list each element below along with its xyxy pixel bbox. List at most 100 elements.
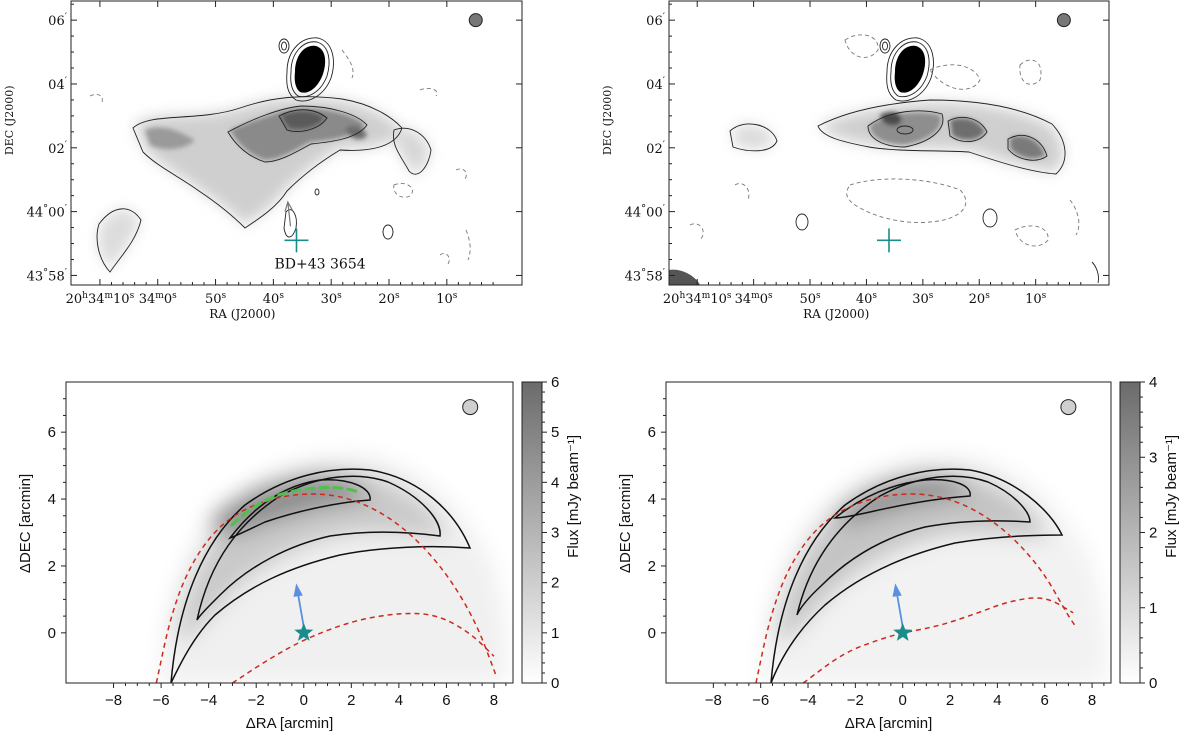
y-tick-label: 0 [48,625,56,642]
y-tick-label: 0 [648,625,656,642]
bottom-right-outer-bow-dashed [755,493,1077,684]
x-tick-label: 8 [490,692,498,709]
x-tick-label: 2 [347,692,355,709]
x-tick-label: −6 [153,692,170,709]
top-right-ylabel: DEC (J2000) [601,85,614,155]
top-right-panel: 20h34m10s 34m0s 50s 40s 30s 20s 10s 06′ 04′ 02′ 44… [601,0,1110,321]
x-tick-label: 34m0s [139,291,177,307]
top-right-ticks: 20h34m10s 34m0s 50s 40s 30s 20s 10s 06′ 04′ 02′ 44… [625,1,1109,307]
x-tick-label: 40s [856,291,878,307]
bottom-left-colorbar-label: Flux [mJy beam⁻¹] [565,435,582,558]
x-tick-label: −4 [200,692,217,709]
bottom-right-xlabel: ΔRA [arcmin] [845,715,933,732]
bottom-left-ylabel: ΔDEC [arcmin] [17,474,34,573]
x-tick-label: 4 [993,692,1001,709]
x-tick-label: 34m0s [735,291,773,307]
y-tick-label: 02′ [48,139,68,157]
x-tick-label: −8 [105,692,122,709]
colorbar-tick-label: 3 [1149,449,1157,466]
y-tick-label: 6 [48,424,56,441]
x-tick-label: 30s [321,291,343,307]
colorbar-tick-label: 1 [551,625,559,642]
bottom-left-image [66,382,513,683]
bottom-left-ticks: −8 −6 −4 −2 0 2 4 6 8 0 2 4 6 [48,398,507,709]
top-right-beam [1056,13,1071,28]
bottom-right-image [666,382,1111,683]
bottom-left-outer-bow-dashed [155,493,498,684]
bottom-right-colorbar-ticks: 0 1 2 3 4 [1140,374,1157,692]
colorbar-tick-label: 4 [1149,374,1157,391]
bottom-left-beam [462,399,479,416]
colorbar-tick-label: 0 [551,675,559,692]
bottom-right-inner-dashed [802,597,1074,684]
x-tick-label: 20s [969,291,991,307]
x-tick-label: 40s [263,291,285,307]
bottom-left-xlabel: ΔRA [arcmin] [246,715,334,732]
bottom-left-green-dashed [230,486,360,527]
top-left-ticks: 20h34m10s 34m0s 50s 40s 30s 20s 10s 06′ 04′ 02′ 44… [27,1,522,307]
top-left-beam [468,13,483,28]
colorbar-tick-label: 5 [551,424,559,441]
x-tick-label: 20s [378,291,400,307]
top-left-emission-core [145,108,367,160]
top-left-ylabel: DEC (J2000) [3,85,16,155]
y-tick-label: 2 [48,558,56,575]
x-tick-label: −2 [248,692,265,709]
x-tick-label: 2 [946,692,954,709]
x-tick-label: 50s [205,291,227,307]
x-tick-label: 10s [1025,291,1047,307]
bottom-left-star [294,622,314,641]
top-left-star-cross [284,228,309,253]
bottom-left-colorbar [521,381,543,684]
y-tick-label: 04′ [646,75,666,93]
x-tick-label: 10s [436,291,458,307]
colorbar-tick-label: 2 [551,575,559,592]
y-tick-label: 44°00′ [27,203,68,221]
y-tick-label: 44°00′ [625,203,666,221]
bottom-right-star [893,622,913,641]
x-tick-label: 6 [442,692,450,709]
x-tick-label: −8 [705,692,722,709]
y-tick-label: 43°58′ [27,267,68,285]
colorbar-tick-label: 4 [551,474,559,491]
y-tick-label: 4 [648,491,656,508]
y-tick-label: 06′ [646,12,666,30]
y-tick-label: 6 [648,424,656,441]
colorbar-tick-label: 6 [551,374,559,391]
x-tick-label: 50s [799,291,821,307]
y-tick-label: 06′ [48,12,68,30]
bottom-left-colorbar-ticks: 0 1 2 3 4 5 6 [542,374,559,692]
y-tick-label: 4 [48,491,56,508]
colorbar-tick-label: 1 [1149,600,1157,617]
x-tick-label: −6 [752,692,769,709]
annotation-bd43-3654: BD+43 3654 [275,256,366,272]
top-left-arrow [284,200,294,227]
top-right-star-cross [877,228,901,253]
bottom-right-colorbar-label: Flux [mJy beam⁻¹] [1163,435,1180,558]
x-tick-label: 0 [300,692,308,709]
bottom-left-inner-dashed [232,612,495,684]
bottom-right-colorbar [1119,381,1141,684]
bottom-right-ylabel: ΔDEC [arcmin] [617,474,634,573]
x-tick-label: −2 [847,692,864,709]
x-tick-label: −4 [799,692,816,709]
y-tick-label: 2 [648,558,656,575]
top-right-emission-core [870,111,1045,159]
colorbar-tick-label: 3 [551,525,559,542]
bottom-right-panel: −8 −6 −4 −2 0 2 4 6 8 0 2 4 6 ΔRA [arcmin] ΔDEC [arc… [617,374,1180,732]
bottom-right-ticks: −8 −6 −4 −2 0 2 4 6 8 0 2 4 6 [648,398,1105,709]
top-left-panel: 20h34m10s 34m0s 50s 40s 30s 20s 10s 06′ 04′ 02′ 44… [3,0,523,321]
x-tick-label: 20h34m10s [663,291,732,307]
colorbar-tick-label: 2 [1149,525,1157,542]
top-right-xlabel: RA (J2000) [803,307,869,321]
bottom-right-beam [1060,399,1077,416]
bottom-left-panel: −8 −6 −4 −2 0 2 4 6 8 0 2 4 6 ΔRA [arcmin] ΔDEC [arc… [17,374,582,732]
top-left-xlabel: RA (J2000) [209,307,275,321]
y-tick-label: 43°58′ [625,267,666,285]
bottom-right-arrow [892,583,904,627]
x-tick-label: 6 [1041,692,1049,709]
y-tick-label: 04′ [48,75,68,93]
y-tick-label: 02′ [646,139,666,157]
x-tick-label: 30s [912,291,934,307]
